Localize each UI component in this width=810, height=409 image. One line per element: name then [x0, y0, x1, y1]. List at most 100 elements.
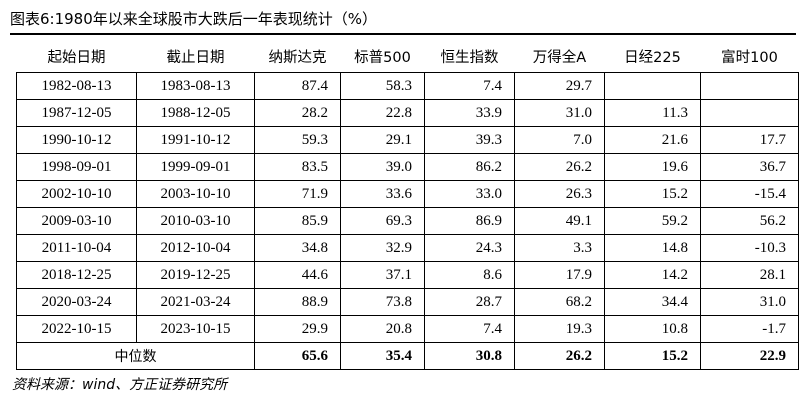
value-cell: 33.9 — [424, 99, 515, 127]
date-cell: 2023-10-15 — [136, 315, 255, 343]
value-cell: 44.6 — [254, 261, 341, 289]
value-cell: 20.8 — [340, 315, 425, 343]
row: 2011-10-04 2012-10-04 34.8 32.9 24.3 3.3 14.8-… — [16, 234, 799, 262]
median-cell: 15.2 — [604, 342, 701, 370]
value-cell: 85.9 — [254, 207, 341, 235]
row: 2002-10-10 2003-10-10 71.9 33.6 33.0 26.3 15.2… — [16, 180, 799, 208]
value-cell: 73.8 — [340, 288, 425, 316]
date-cell: 1998-09-01 — [16, 153, 137, 181]
source: 资料来源：wind、方正证券研究所 — [12, 377, 228, 393]
value-cell: 31.0 — [514, 99, 605, 127]
value-cell — [700, 99, 799, 127]
value-cell: 32.9 — [340, 234, 425, 262]
value-cell: 17.7 — [700, 126, 799, 154]
value-cell: 71.9 — [254, 180, 341, 208]
value-cell: 83.5 — [254, 153, 341, 181]
value-cell: 36.7 — [700, 153, 799, 181]
date-cell: 2010-03-10 — [136, 207, 255, 235]
value-cell: -10.3 — [700, 234, 799, 262]
table-body: 1982-08-13 1983-08-13 87.4 58.3 7.4 29.7 1987-… — [16, 72, 799, 370]
row: 2020-03-24 2021-03-24 88.9 73.8 28.7 68.2 34.4… — [16, 288, 799, 316]
value-cell: 29.9 — [254, 315, 341, 343]
value-cell: 49.1 — [514, 207, 605, 235]
value-cell: 28.2 — [254, 99, 341, 127]
date-cell: 2020-03-24 — [16, 288, 137, 316]
header-cell: 恒生指数 — [424, 40, 515, 73]
header-cell: 截止日期 — [136, 40, 255, 73]
date-cell: 2002-10-10 — [16, 180, 137, 208]
value-cell: 14.8 — [604, 234, 701, 262]
median-row: 中位数 65.6 35.4 30.8 26.2 15.2 22.9 — [16, 342, 799, 370]
value-cell: 33.0 — [424, 180, 515, 208]
value-cell: 17.9 — [514, 261, 605, 289]
value-cell: 14.2 — [604, 261, 701, 289]
median-cell: 26.2 — [514, 342, 605, 370]
value-cell: 86.9 — [424, 207, 515, 235]
value-cell: 24.3 — [424, 234, 515, 262]
value-cell: 59.2 — [604, 207, 701, 235]
date-cell: 2021-03-24 — [136, 288, 255, 316]
value-cell: 68.2 — [514, 288, 605, 316]
row: 2018-12-25 2019-12-25 44.6 37.1 8.6 17.9 14.2 2… — [16, 261, 799, 289]
value-cell: 34.8 — [254, 234, 341, 262]
date-cell: 2011-10-04 — [16, 234, 137, 262]
value-cell: 8.6 — [424, 261, 515, 289]
value-cell: 69.3 — [340, 207, 425, 235]
date-cell: 1990-10-12 — [16, 126, 137, 154]
value-cell: 22.8 — [340, 99, 425, 127]
value-cell — [604, 72, 701, 100]
value-cell: 59.3 — [254, 126, 341, 154]
value-cell: 19.6 — [604, 153, 701, 181]
header-cell: 万得全A — [514, 40, 605, 73]
value-cell: 39.0 — [340, 153, 425, 181]
date-cell: 2012-10-04 — [136, 234, 255, 262]
value-cell: -15.4 — [700, 180, 799, 208]
header-row: 起始日期 截止日期 纳斯达克 标普500 恒生指数 万得全A 日经225 富时100 — [16, 40, 799, 73]
median-cell: 22.9 — [700, 342, 799, 370]
value-cell: 56.2 — [700, 207, 799, 235]
value-cell: 28.1 — [700, 261, 799, 289]
header-cell: 起始日期 — [16, 40, 137, 73]
value-cell: 86.2 — [424, 153, 515, 181]
header-cell: 标普500 — [340, 40, 425, 73]
value-cell: 33.6 — [340, 180, 425, 208]
header-cell: 日经225 — [604, 40, 701, 73]
value-cell: 34.4 — [604, 288, 701, 316]
value-cell: 7.4 — [424, 315, 515, 343]
value-cell: 31.0 — [700, 288, 799, 316]
date-cell: 1983-08-13 — [136, 72, 255, 100]
date-cell: 1987-12-05 — [16, 99, 137, 127]
value-cell: 10.8 — [604, 315, 701, 343]
value-cell: 29.7 — [514, 72, 605, 100]
value-cell: 37.1 — [340, 261, 425, 289]
median-cell: 30.8 — [424, 342, 515, 370]
date-cell: 1999-09-01 — [136, 153, 255, 181]
row: 1990-10-12 1991-10-12 59.3 29.1 39.3 7.0 21.6 1… — [16, 126, 799, 154]
row: 1987-12-05 1988-12-05 28.2 22.8 33.9 31.0 11.3 — [16, 99, 799, 127]
value-cell: 19.3 — [514, 315, 605, 343]
value-cell: 7.0 — [514, 126, 605, 154]
value-cell: 88.9 — [254, 288, 341, 316]
value-cell: -1.7 — [700, 315, 799, 343]
date-cell: 1991-10-12 — [136, 126, 255, 154]
title: 图表6:1980年以来全球股市大跌后一年表现统计（%） — [10, 10, 378, 28]
date-cell: 1988-12-05 — [136, 99, 255, 127]
value-cell: 7.4 — [424, 72, 515, 100]
date-cell: 1982-08-13 — [16, 72, 137, 100]
table: 起始日期 截止日期 纳斯达克 标普500 恒生指数 万得全A 日经225 富时100 1982… — [16, 40, 799, 370]
row: 2022-10-15 2023-10-15 29.9 20.8 7.4 19.3 10.8-… — [16, 315, 799, 343]
value-cell: 58.3 — [340, 72, 425, 100]
row: 1982-08-13 1983-08-13 87.4 58.3 7.4 29.7 — [16, 72, 799, 100]
header-cell: 纳斯达克 — [254, 40, 341, 73]
date-cell: 2003-10-10 — [136, 180, 255, 208]
date-cell: 2018-12-25 — [16, 261, 137, 289]
value-cell: 26.2 — [514, 153, 605, 181]
date-cell: 2019-12-25 — [136, 261, 255, 289]
row: 2009-03-10 2010-03-10 85.9 69.3 86.9 49.1 59.2… — [16, 207, 799, 235]
value-cell: 15.2 — [604, 180, 701, 208]
median-cell: 65.6 — [254, 342, 341, 370]
header-cell: 富时100 — [700, 40, 799, 73]
value-cell: 3.3 — [514, 234, 605, 262]
median-label: 中位数 — [16, 342, 255, 370]
median-cell: 35.4 — [340, 342, 425, 370]
